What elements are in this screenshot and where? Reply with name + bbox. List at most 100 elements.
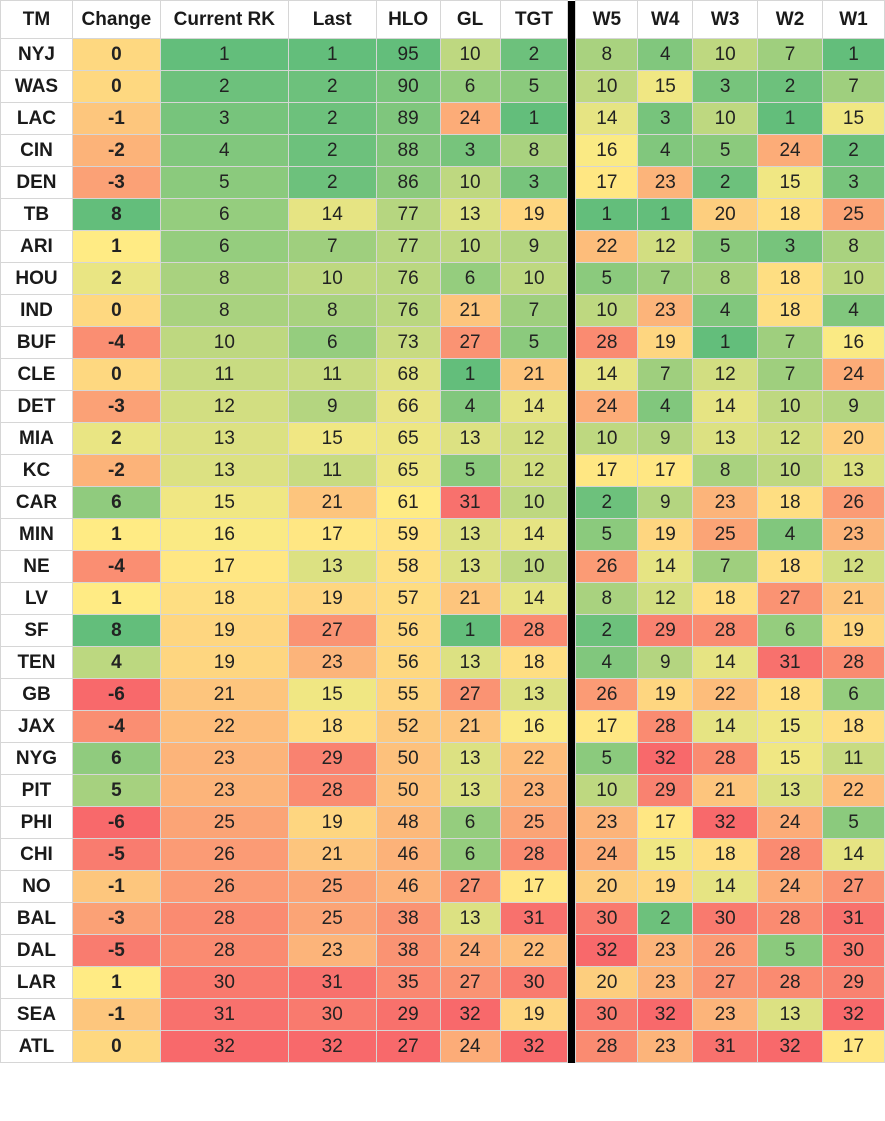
cell-w2: 4 <box>757 518 823 551</box>
cell-hlo: 90 <box>375 70 441 103</box>
cell-w5: 22 <box>575 230 639 263</box>
cell-w1: 29 <box>822 966 885 999</box>
team-cell: DET <box>0 390 73 423</box>
cell-hlo: 56 <box>375 614 441 647</box>
column-header-hlo: HLO <box>375 0 441 39</box>
cell-last: 11 <box>287 358 377 391</box>
cell-tgt: 10 <box>499 262 569 295</box>
cell-w5: 17 <box>575 454 639 487</box>
cell-w1: 17 <box>822 1030 885 1063</box>
cell-w4: 12 <box>637 582 694 615</box>
table-row: TEN 4 19 23 56 13 18 4 9 14 31 28 <box>0 646 885 679</box>
table-body: NYJ 0 1 1 95 10 2 8 4 10 7 1 WAS 0 2 2 90 6 5 10 15 3 2 7 LAC -1 3… <box>0 38 885 1063</box>
cell-last: 18 <box>287 710 377 743</box>
column-separator <box>567 326 576 359</box>
column-separator <box>567 262 576 295</box>
cell-w4: 23 <box>637 166 694 199</box>
cell-w3: 14 <box>692 710 759 743</box>
team-cell: LV <box>0 582 73 615</box>
column-separator <box>567 966 576 999</box>
cell-w3: 23 <box>692 486 759 519</box>
cell-hlo: 46 <box>375 838 441 871</box>
cell-current-rk: 19 <box>159 614 289 647</box>
cell-w1: 13 <box>822 454 885 487</box>
cell-w4: 29 <box>637 614 694 647</box>
cell-tgt: 5 <box>499 70 569 103</box>
cell-w1: 6 <box>822 678 885 711</box>
team-cell: SF <box>0 614 73 647</box>
table-row: LV 1 18 19 57 21 14 8 12 18 27 21 <box>0 582 885 615</box>
cell-current-rk: 3 <box>159 102 289 135</box>
cell-hlo: 50 <box>375 774 441 807</box>
cell-w2: 7 <box>757 326 823 359</box>
cell-w5: 32 <box>575 934 639 967</box>
team-cell: BUF <box>0 326 73 359</box>
cell-w2: 12 <box>757 422 823 455</box>
cell-w4: 19 <box>637 326 694 359</box>
team-cell: CLE <box>0 358 73 391</box>
cell-w4: 17 <box>637 806 694 839</box>
column-header-w1: W1 <box>822 0 885 39</box>
column-header-current-rk: Current RK <box>159 0 289 39</box>
cell-change: 4 <box>71 646 161 679</box>
cell-w3: 18 <box>692 838 759 871</box>
cell-hlo: 77 <box>375 198 441 231</box>
cell-w4: 32 <box>637 742 694 775</box>
column-header-last: Last <box>287 0 377 39</box>
cell-tgt: 25 <box>499 806 569 839</box>
cell-tgt: 22 <box>499 742 569 775</box>
cell-w1: 9 <box>822 390 885 423</box>
cell-w2: 7 <box>757 358 823 391</box>
cell-w5: 5 <box>575 742 639 775</box>
cell-gl: 10 <box>439 166 501 199</box>
cell-w3: 28 <box>692 742 759 775</box>
header-row: TM Change Current RK Last HLO GL TGT W5 W4 W3 W2 W1 <box>0 0 885 39</box>
cell-w4: 19 <box>637 518 694 551</box>
cell-current-rk: 30 <box>159 966 289 999</box>
team-cell: NYJ <box>0 38 73 71</box>
cell-w1: 26 <box>822 486 885 519</box>
cell-w5: 28 <box>575 1030 639 1063</box>
cell-change: 0 <box>71 1030 161 1063</box>
cell-hlo: 46 <box>375 870 441 903</box>
cell-w2: 24 <box>757 806 823 839</box>
table-row: GB -6 21 15 55 27 13 26 19 22 18 6 <box>0 678 885 711</box>
cell-w2: 3 <box>757 230 823 263</box>
cell-w2: 13 <box>757 998 823 1031</box>
cell-w4: 2 <box>637 902 694 935</box>
cell-gl: 21 <box>439 582 501 615</box>
cell-w4: 4 <box>637 134 694 167</box>
cell-w2: 15 <box>757 166 823 199</box>
cell-w3: 21 <box>692 774 759 807</box>
cell-change: 6 <box>71 742 161 775</box>
cell-current-rk: 18 <box>159 582 289 615</box>
cell-w2: 18 <box>757 294 823 327</box>
cell-change: -4 <box>71 710 161 743</box>
cell-current-rk: 19 <box>159 646 289 679</box>
cell-gl: 13 <box>439 422 501 455</box>
cell-change: 0 <box>71 294 161 327</box>
cell-w4: 19 <box>637 870 694 903</box>
cell-w5: 24 <box>575 390 639 423</box>
cell-w4: 9 <box>637 486 694 519</box>
table-row: DET -3 12 9 66 4 14 24 4 14 10 9 <box>0 390 885 423</box>
cell-current-rk: 10 <box>159 326 289 359</box>
cell-gl: 1 <box>439 358 501 391</box>
cell-w3: 14 <box>692 390 759 423</box>
cell-change: -2 <box>71 134 161 167</box>
cell-w5: 8 <box>575 582 639 615</box>
cell-tgt: 5 <box>499 326 569 359</box>
column-separator <box>567 486 576 519</box>
cell-hlo: 55 <box>375 678 441 711</box>
cell-change: 0 <box>71 358 161 391</box>
cell-current-rk: 2 <box>159 70 289 103</box>
cell-w5: 2 <box>575 486 639 519</box>
cell-hlo: 35 <box>375 966 441 999</box>
cell-w1: 25 <box>822 198 885 231</box>
column-separator <box>567 198 576 231</box>
cell-gl: 6 <box>439 806 501 839</box>
cell-w2: 6 <box>757 614 823 647</box>
cell-w2: 15 <box>757 742 823 775</box>
cell-w1: 18 <box>822 710 885 743</box>
cell-w3: 20 <box>692 198 759 231</box>
